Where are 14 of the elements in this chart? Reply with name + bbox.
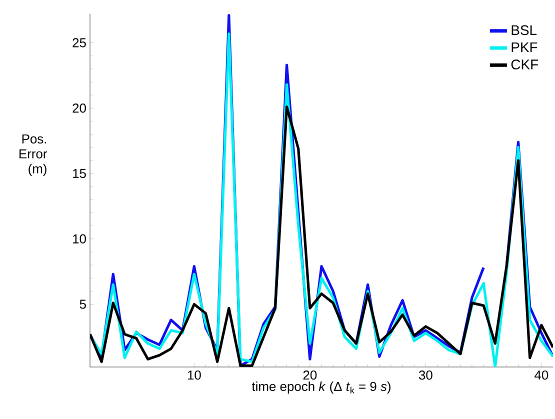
y-axis-title: Pos. Error (m) [20,134,48,176]
legend-label: BSL [512,25,537,36]
x-tick-label: 20 [303,370,317,380]
y-tick-label: 5 [80,300,86,309]
x-tick-label: 40 [534,370,548,380]
y-tick-label: 25 [72,38,86,48]
legend-label: PKF [512,42,538,52]
y-tick-label: 20 [72,104,86,113]
x-tick-label: 30 [418,370,432,380]
x-axis-title: time epoch k (Δ t$_{k}$ = 9 s) [252,382,390,394]
y-tick-label: 15 [73,168,86,178]
x-tick-label: 10 [188,370,201,380]
y-tick-label: 10 [73,234,86,244]
legend-label: CKF [511,60,538,70]
